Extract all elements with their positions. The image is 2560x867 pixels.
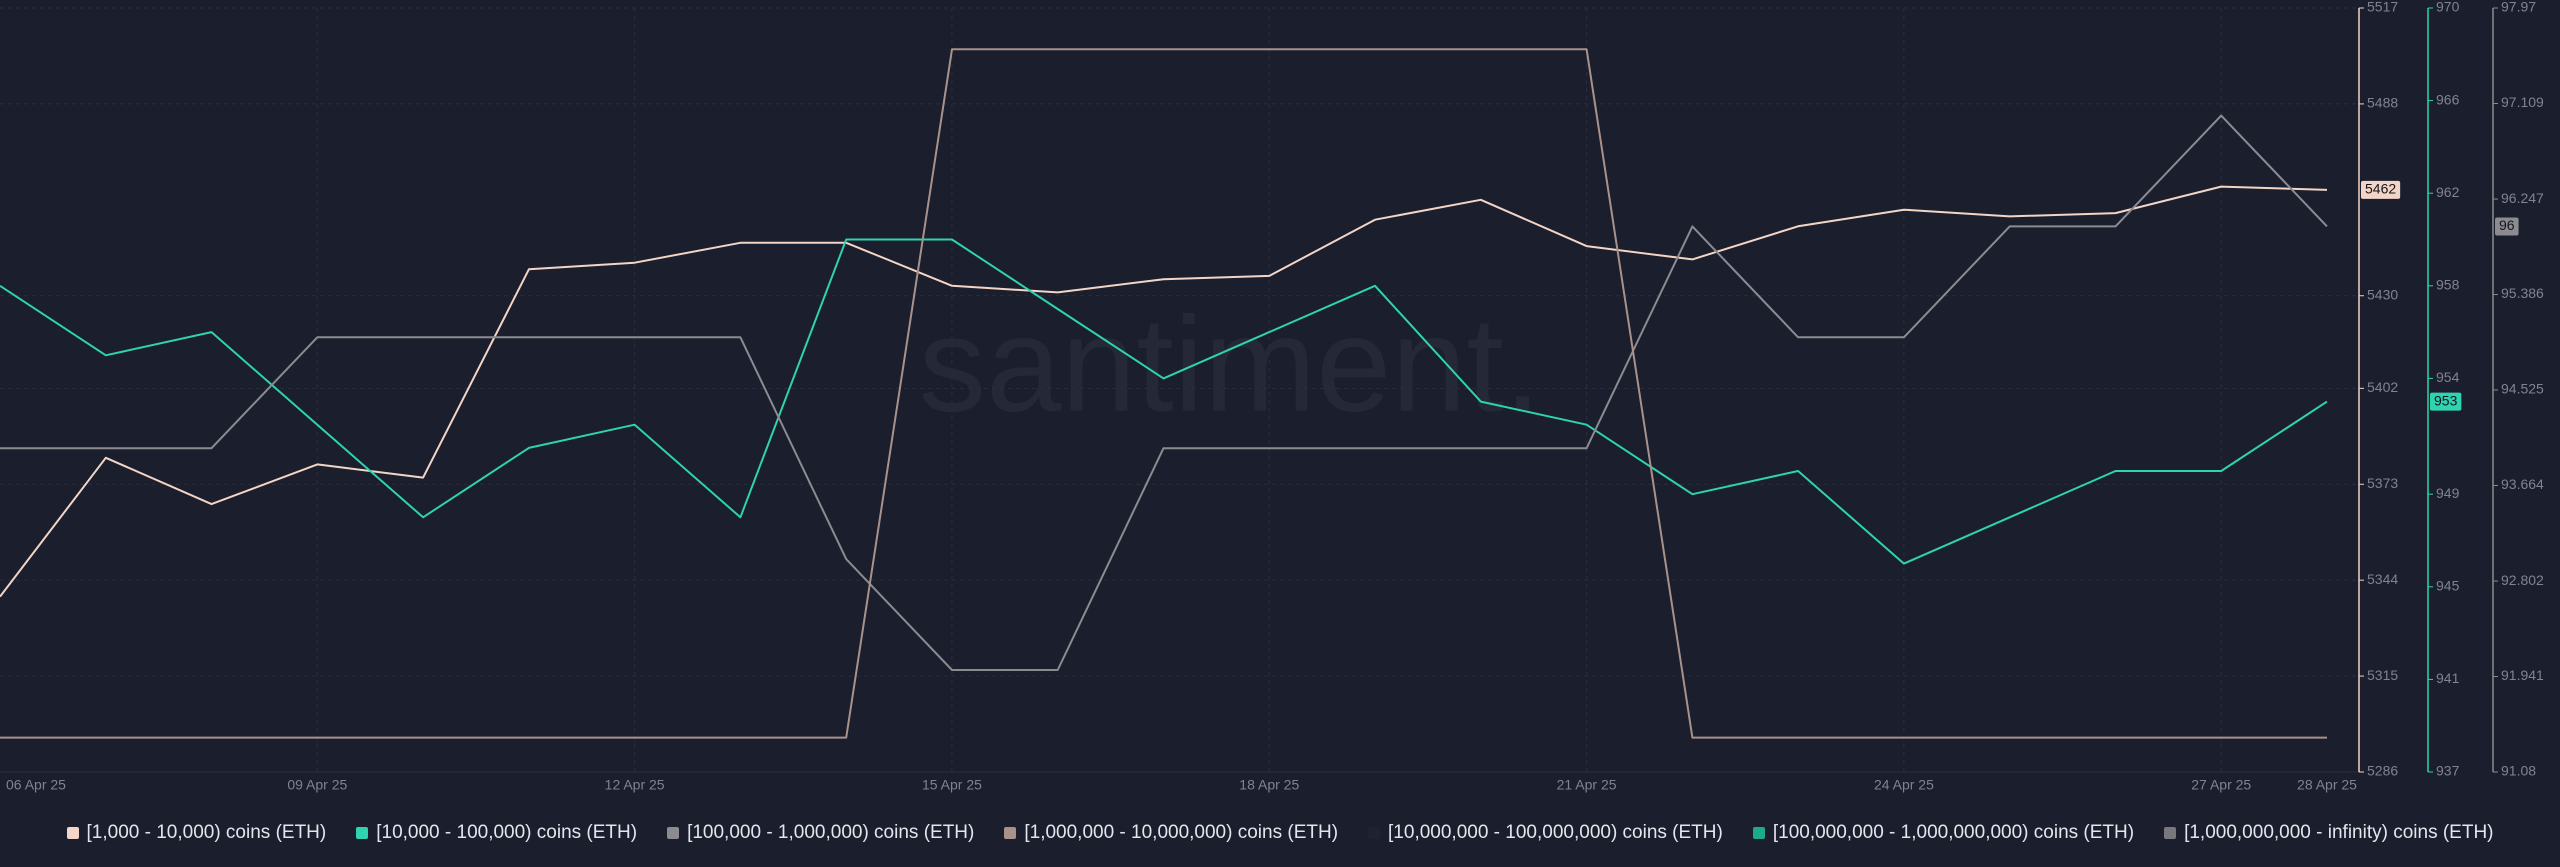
badge-label: 5462 xyxy=(2365,181,2396,197)
y-tick-label: 966 xyxy=(2436,91,2460,107)
y-tick-label: 93.664 xyxy=(2501,476,2544,492)
y-tick-label: 94.525 xyxy=(2501,381,2544,397)
legend-swatch xyxy=(667,827,680,839)
last-value-badge: 96 xyxy=(2495,217,2519,236)
last-value-badge: 5462 xyxy=(2361,180,2401,199)
legend-swatch xyxy=(2164,827,2177,839)
legend: [1,000 - 10,000) coins (ETH) [10,000 - 10… xyxy=(0,805,2560,861)
y-tick-label: 5373 xyxy=(2367,475,2398,491)
y-tick-label: 92.802 xyxy=(2501,572,2544,588)
badge-bg xyxy=(2495,217,2519,236)
legend-item[interactable]: [10,000 - 100,000) coins (ETH) xyxy=(356,822,637,844)
series-line xyxy=(0,185,2328,598)
y-tick-label: 5517 xyxy=(2367,0,2398,15)
y-tick-label: 945 xyxy=(2436,577,2460,593)
y-tick-label: 954 xyxy=(2436,369,2460,385)
y-tick-label: 5286 xyxy=(2367,763,2398,779)
legend-swatch xyxy=(356,827,369,839)
last-value-badge: 953 xyxy=(2430,392,2462,411)
y-tick-label: 5430 xyxy=(2367,286,2398,302)
x-tick-label: 21 Apr 25 xyxy=(1557,777,1617,793)
legend-item[interactable]: [100,000 - 1,000,000) coins (ETH) xyxy=(667,822,974,844)
legend-item[interactable]: [1,000,000,000 - infinity) coins (ETH) xyxy=(2164,822,2494,844)
x-tick-label: 18 Apr 25 xyxy=(1239,777,1299,793)
y-tick-label: 937 xyxy=(2436,763,2460,779)
legend-label: [1,000 - 10,000) coins (ETH) xyxy=(86,822,327,843)
legend-swatch xyxy=(1004,827,1017,839)
legend-label: [100,000,000 - 1,000,000,000) coins (ETH… xyxy=(1772,822,2135,843)
watermark: santiment. xyxy=(919,289,1542,440)
x-tick-label: 09 Apr 25 xyxy=(287,777,347,793)
y-tick-label: 91.941 xyxy=(2501,667,2544,683)
legend-label: [10,000,000 - 100,000,000) coins (ETH) xyxy=(1388,822,1723,843)
legend-item[interactable]: [100,000,000 - 1,000,000,000) coins (ETH… xyxy=(1752,822,2135,844)
y-tick-label: 97.109 xyxy=(2501,94,2544,110)
legend-label: [1,000,000,000 - infinity) coins (ETH) xyxy=(2184,822,2494,843)
chart: santiment. 06 Apr 25 09 Apr 25 12 Apr 25 15… xyxy=(0,0,2544,793)
series-line xyxy=(0,238,2328,565)
y-tick-label: 962 xyxy=(2436,184,2460,200)
legend-label: [100,000 - 1,000,000) coins (ETH) xyxy=(687,822,975,843)
legend-swatch xyxy=(66,827,79,839)
y-tick-label: 949 xyxy=(2436,485,2460,501)
legend-swatch xyxy=(1368,827,1381,839)
y-tick-label: 5488 xyxy=(2367,95,2398,111)
x-tick-label: 24 Apr 25 xyxy=(1874,777,1934,793)
legend-item[interactable]: [1,000 - 10,000) coins (ETH) xyxy=(66,822,327,844)
legend-item[interactable]: [1,000,000 - 10,000,000) coins (ETH) xyxy=(1004,822,1338,844)
legend-item[interactable]: [10,000,000 - 100,000,000) coins (ETH) xyxy=(1368,822,1723,844)
x-tick-label: 06 Apr 25 xyxy=(6,777,66,793)
legend-label: [10,000 - 100,000) coins (ETH) xyxy=(376,822,638,843)
y-tick-label: 5402 xyxy=(2367,379,2398,395)
badge-label: 953 xyxy=(2434,392,2458,408)
badge-bg xyxy=(2361,180,2401,199)
legend-label: [1,000,000 - 10,000,000) coins (ETH) xyxy=(1024,822,1339,843)
y-tick-label: 5344 xyxy=(2367,571,2398,587)
badge-bg xyxy=(2430,392,2462,411)
y-tick-label: 96.247 xyxy=(2501,190,2544,206)
y-tick-label: 95.386 xyxy=(2501,285,2544,301)
series-line xyxy=(0,48,2327,739)
y-tick-label: 958 xyxy=(2436,277,2460,293)
badge-label: 96 xyxy=(2499,217,2515,233)
x-tick-label: 27 Apr 25 xyxy=(2191,777,2251,793)
x-tick-label: 28 Apr 25 xyxy=(2297,777,2357,793)
legend-swatch xyxy=(1752,827,1765,839)
series-line xyxy=(0,114,2328,671)
y-tick-label: 941 xyxy=(2436,670,2460,686)
y-tick-label: 97.97 xyxy=(2501,0,2536,15)
y-tick-label: 970 xyxy=(2436,0,2460,15)
y-tick-label: 5315 xyxy=(2367,667,2398,683)
y-tick-label: 91.08 xyxy=(2501,763,2536,779)
x-tick-label: 12 Apr 25 xyxy=(605,777,665,793)
x-tick-label: 15 Apr 25 xyxy=(922,777,982,793)
